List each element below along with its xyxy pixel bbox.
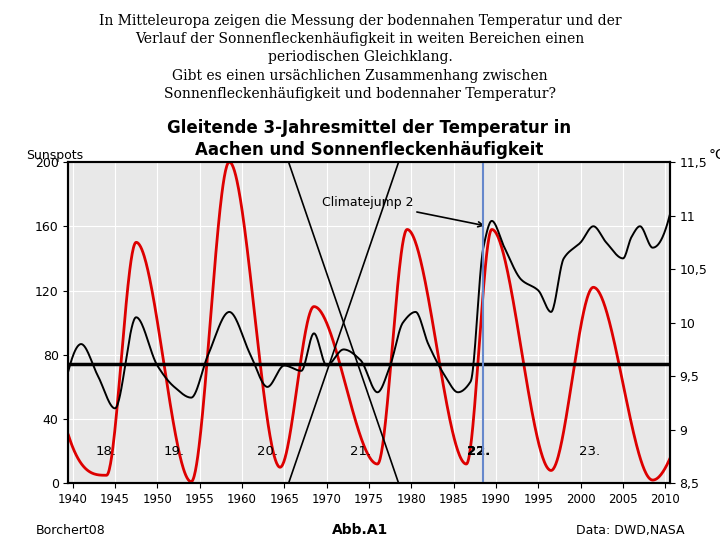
Text: 21.: 21. [350,444,371,457]
Text: °C: °C [708,148,720,162]
Text: 19.: 19. [163,444,185,457]
Text: 20.: 20. [257,444,278,457]
Text: 18.: 18. [96,444,117,457]
Text: Data: DWD,NASA: Data: DWD,NASA [575,524,684,537]
Text: Sunspots: Sunspots [27,149,84,162]
Text: Climatejump 2: Climatejump 2 [323,195,483,227]
Text: 22.: 22. [467,444,491,457]
Text: 23.: 23. [579,444,600,457]
Text: Gleitende 3-Jahresmittel der Temperatur in
Aachen und Sonnenfleckenhäufigkeit: Gleitende 3-Jahresmittel der Temperatur … [167,119,571,159]
Text: Abb.A1: Abb.A1 [332,523,388,537]
Text: 22.: 22. [467,444,491,457]
Text: Borchert08: Borchert08 [36,524,106,537]
Text: In Mitteleuropa zeigen die Messung der bodennahen Temperatur und der
Verlauf der: In Mitteleuropa zeigen die Messung der b… [99,14,621,101]
